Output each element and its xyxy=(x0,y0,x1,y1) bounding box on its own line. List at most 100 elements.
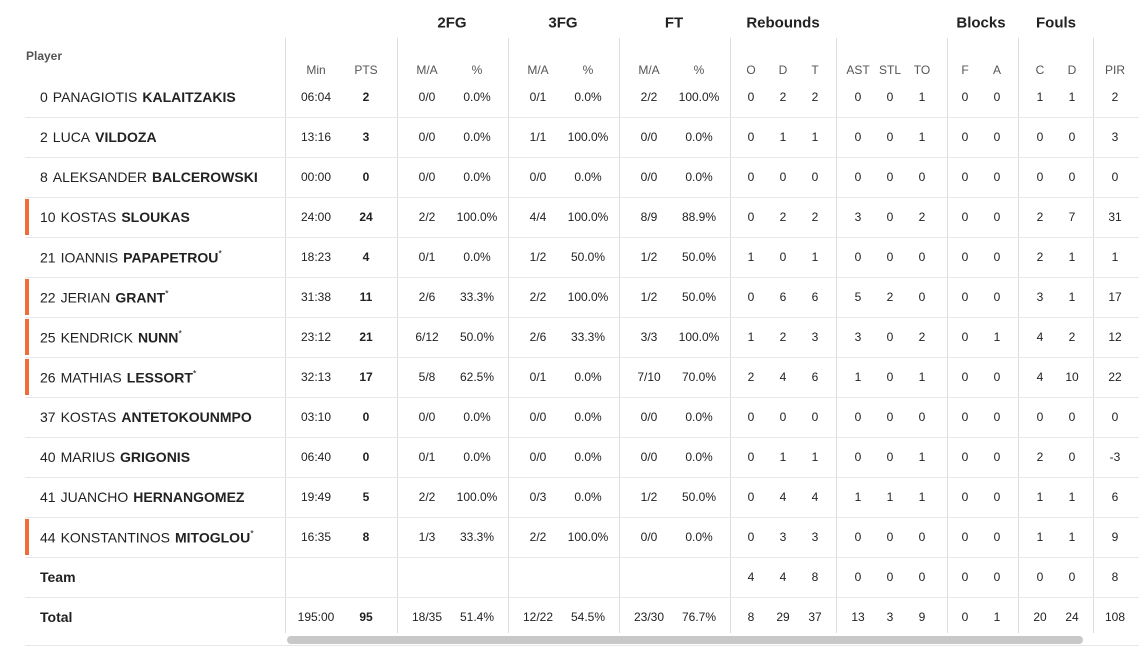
cell: 2 xyxy=(779,330,787,344)
cell: 1/2 xyxy=(529,250,547,264)
row-divider xyxy=(25,397,1139,398)
cell: 0 xyxy=(886,530,894,544)
row-divider xyxy=(25,157,1139,158)
column-header: O xyxy=(746,63,756,77)
cell: 100.0% xyxy=(567,290,609,304)
cell: 0.0% xyxy=(463,90,491,104)
player-number: 10 xyxy=(40,209,56,225)
cell: 8 xyxy=(747,610,755,624)
player-number: 0 xyxy=(40,89,48,105)
cell: 0.0% xyxy=(574,410,602,424)
cell: 1 xyxy=(779,130,787,144)
cell: 0/3 xyxy=(529,490,547,504)
cell: 2 xyxy=(747,370,755,384)
cell: 2 xyxy=(918,330,926,344)
starter-mark: * xyxy=(250,528,254,539)
cell: 0 xyxy=(886,170,894,184)
row-divider xyxy=(25,317,1139,318)
cell: 0 xyxy=(811,410,819,424)
cell: 0 xyxy=(1068,130,1076,144)
cell: 0 xyxy=(1068,170,1076,184)
first-name: ALEKSANDER xyxy=(52,169,147,185)
cell: 100.0% xyxy=(678,330,720,344)
cell: 0 xyxy=(993,210,1001,224)
cell: 0.0% xyxy=(685,410,713,424)
group-header: 2FG xyxy=(437,14,467,32)
last-name: SLOUKAS xyxy=(121,209,190,225)
cell: 0.0% xyxy=(574,170,602,184)
row-divider xyxy=(25,517,1139,518)
cell: 4 xyxy=(779,570,787,584)
divider xyxy=(508,38,509,633)
cell: 0 xyxy=(961,90,969,104)
first-name: KONSTANTINOS xyxy=(60,529,170,546)
cell: 20 xyxy=(1033,610,1047,624)
cell: 33.3% xyxy=(459,290,495,304)
cell: 0.0% xyxy=(463,450,491,464)
cell: 7/10 xyxy=(637,370,661,384)
cell: 3 xyxy=(854,330,862,344)
cell: 12 xyxy=(1108,330,1122,344)
cell: 0 xyxy=(747,530,755,544)
last-name: HERNANGOMEZ xyxy=(133,489,245,505)
cell: 00:00 xyxy=(300,170,332,184)
player-name: 37 KOSTAS ANTETOKOUNMPO xyxy=(40,409,252,425)
cell: 0 xyxy=(918,570,926,584)
cell: 4 xyxy=(779,490,787,504)
cell: 0/0 xyxy=(529,410,547,424)
cell: 0 xyxy=(886,130,894,144)
column-header: PTS xyxy=(354,63,378,77)
scrollbar[interactable] xyxy=(287,636,1083,644)
cell: 17 xyxy=(359,370,373,384)
row-label: Total xyxy=(40,609,73,625)
row-divider xyxy=(25,357,1139,358)
cell: 1 xyxy=(918,490,926,504)
cell: 0 xyxy=(854,450,862,464)
cell: 1 xyxy=(886,490,894,504)
cell: 4/4 xyxy=(529,210,547,224)
cell: 0.0% xyxy=(685,130,713,144)
column-header: TO xyxy=(913,63,931,77)
player-name: 0 PANAGIOTIS KALAITZAKIS xyxy=(40,89,236,105)
group-header: Fouls xyxy=(1036,14,1076,32)
cell: 0 xyxy=(1036,170,1044,184)
cell: 0 xyxy=(886,450,894,464)
row-divider xyxy=(25,557,1139,558)
cell: 0 xyxy=(961,290,969,304)
highlight-bar xyxy=(25,199,29,235)
cell: 4 xyxy=(747,570,755,584)
cell: 1 xyxy=(747,330,755,344)
cell: 0.0% xyxy=(574,90,602,104)
cell: 1/2 xyxy=(640,290,658,304)
first-name: MARIUS xyxy=(60,449,116,465)
cell: 2/6 xyxy=(529,330,547,344)
cell: 1 xyxy=(993,610,1001,624)
cell: 3 xyxy=(362,130,370,144)
cell: 1 xyxy=(1068,90,1076,104)
cell: 0 xyxy=(779,170,787,184)
row-divider xyxy=(25,117,1139,118)
cell: 1 xyxy=(811,250,819,264)
cell: 0 xyxy=(747,410,755,424)
cell: 54.5% xyxy=(570,610,606,624)
cell: 2/2 xyxy=(529,290,547,304)
cell: 100.0% xyxy=(567,130,609,144)
cell: 0 xyxy=(961,490,969,504)
cell: 0 xyxy=(961,570,969,584)
cell: 0 xyxy=(747,210,755,224)
cell: 1 xyxy=(747,250,755,264)
cell: 1 xyxy=(1068,250,1076,264)
cell: 2/2 xyxy=(640,90,658,104)
last-name: GRANT xyxy=(115,289,166,306)
row-divider xyxy=(25,237,1139,238)
cell: 4 xyxy=(1036,370,1044,384)
starter-mark: * xyxy=(165,288,169,299)
column-header: % xyxy=(471,63,483,77)
cell: 0 xyxy=(747,450,755,464)
column-header: STL xyxy=(878,63,902,77)
divider xyxy=(947,38,948,633)
player-name: 41 JUANCHO HERNANGOMEZ xyxy=(40,489,244,505)
first-name: KOSTAS xyxy=(60,409,117,425)
cell: 0 xyxy=(961,610,969,624)
row-divider xyxy=(25,597,1139,598)
